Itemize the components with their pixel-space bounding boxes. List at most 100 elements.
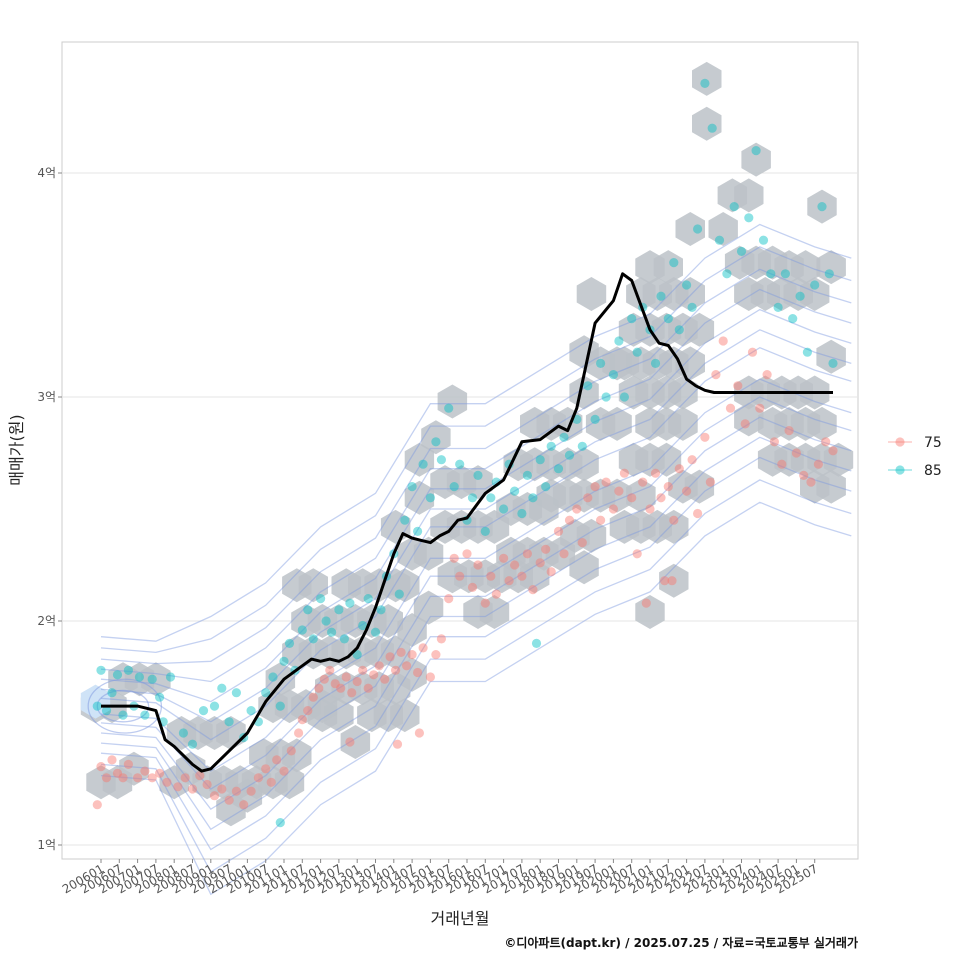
point-85	[198, 706, 209, 716]
point-75	[828, 446, 838, 456]
legend-key-point	[895, 465, 905, 475]
density-contour	[100, 268, 852, 665]
point-85	[187, 739, 198, 749]
point-85	[773, 302, 783, 312]
point-85	[627, 314, 637, 324]
point-75	[638, 477, 648, 487]
point-75	[813, 459, 824, 469]
hex-bin	[282, 738, 312, 773]
point-85	[467, 493, 478, 503]
point-85	[321, 616, 331, 626]
point-75	[564, 515, 575, 525]
density-contour	[100, 456, 852, 851]
point-85	[407, 482, 417, 492]
point-85	[663, 314, 673, 324]
point-85	[546, 441, 556, 451]
point-75	[705, 477, 716, 487]
hex-bin	[816, 250, 846, 285]
point-85	[674, 325, 684, 335]
point-75	[308, 692, 318, 702]
hex-bin	[479, 595, 510, 629]
point-75	[777, 459, 787, 469]
y-tick-label: 4억	[37, 166, 56, 180]
point-75	[352, 676, 362, 687]
point-85	[751, 146, 761, 156]
hex-bin	[274, 765, 305, 800]
point-85	[522, 470, 533, 480]
point-85	[486, 493, 496, 503]
point-85	[376, 605, 386, 615]
hex-bin	[653, 250, 683, 285]
point-75	[608, 504, 619, 514]
hex-bin	[790, 250, 821, 285]
point-75	[133, 773, 143, 783]
point-75	[294, 728, 304, 738]
point-75	[821, 437, 831, 447]
hex-bin	[659, 563, 689, 598]
point-85	[246, 706, 256, 716]
point-85	[795, 291, 805, 301]
point-75	[491, 589, 501, 599]
point-75	[674, 464, 684, 474]
point-75	[650, 468, 661, 478]
scatter-points	[92, 78, 838, 828]
legend: 75 85	[888, 435, 942, 479]
hex-bin	[816, 469, 846, 504]
point-75	[480, 598, 490, 608]
point-75	[641, 598, 651, 608]
point-75	[425, 672, 435, 682]
point-75	[392, 739, 403, 749]
point-85	[614, 336, 624, 346]
hex-bin	[651, 442, 682, 477]
point-75	[173, 782, 183, 792]
point-75	[195, 771, 205, 781]
x-axis-title: 거래년월	[431, 909, 490, 928]
hex-bin	[232, 778, 263, 813]
x-axis: 2006012006072007012007072008012008072009…	[60, 859, 820, 897]
hex-bin	[684, 469, 715, 504]
point-75	[347, 688, 357, 698]
point-85	[596, 358, 606, 368]
caption: ©디아파트(dapt.kr) / 2025.07.25 / 자료=국토교통부 실…	[504, 935, 858, 950]
point-75	[272, 755, 282, 765]
point-85	[499, 504, 509, 514]
point-75	[553, 526, 564, 537]
point-85	[231, 688, 241, 698]
point-85	[345, 598, 355, 608]
hex-bin	[816, 339, 846, 374]
point-75	[261, 764, 271, 774]
point-75	[358, 665, 368, 675]
point-75	[499, 553, 509, 563]
point-75	[436, 634, 446, 644]
point-85	[619, 392, 630, 402]
point-85	[217, 683, 227, 693]
point-75	[627, 493, 637, 503]
point-75	[755, 403, 765, 413]
point-85	[541, 482, 551, 492]
point-85	[107, 688, 117, 698]
point-75	[583, 493, 593, 503]
point-75	[632, 549, 642, 559]
point-75	[413, 667, 423, 678]
point-85	[553, 464, 564, 474]
point-75	[667, 576, 677, 586]
hex-bin	[421, 420, 451, 455]
density-contour	[100, 436, 852, 831]
point-75	[96, 762, 106, 772]
point-75	[462, 549, 472, 559]
hex-bin	[404, 442, 435, 477]
point-85	[473, 470, 483, 480]
hex-bin	[741, 142, 771, 177]
point-85	[714, 235, 725, 245]
point-85	[155, 692, 165, 702]
hex-bin	[692, 106, 722, 141]
point-75	[101, 773, 112, 783]
hex-bins	[80, 61, 854, 827]
point-75	[791, 448, 802, 458]
point-75	[107, 755, 117, 765]
point-85	[656, 291, 666, 301]
trend-line-path	[101, 272, 833, 773]
point-85	[817, 202, 827, 212]
point-75	[253, 773, 263, 783]
